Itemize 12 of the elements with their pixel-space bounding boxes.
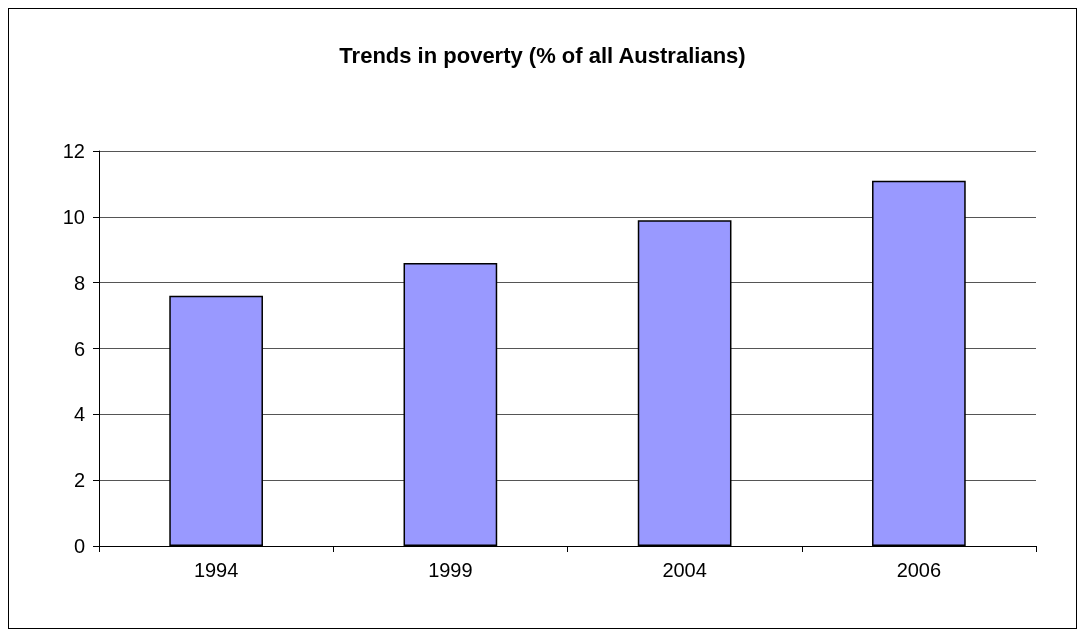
x-tick-label: 1994 bbox=[193, 559, 239, 581]
chart-title: Trends in poverty (% of all Australians) bbox=[339, 42, 746, 68]
y-tick-label: 4 bbox=[73, 403, 85, 426]
y-tick-label: 8 bbox=[73, 271, 85, 294]
y-tick-label: 2 bbox=[73, 469, 85, 492]
y-tick-label: 0 bbox=[73, 535, 85, 557]
x-tick-label: 2004 bbox=[662, 559, 707, 581]
x-tick-label: 2006 bbox=[896, 559, 942, 581]
y-tick-label: 10 bbox=[62, 205, 85, 228]
x-tick-label: 1999 bbox=[428, 559, 473, 581]
y-tick-label: 6 bbox=[73, 337, 85, 360]
y-tick-label: 12 bbox=[62, 140, 85, 162]
